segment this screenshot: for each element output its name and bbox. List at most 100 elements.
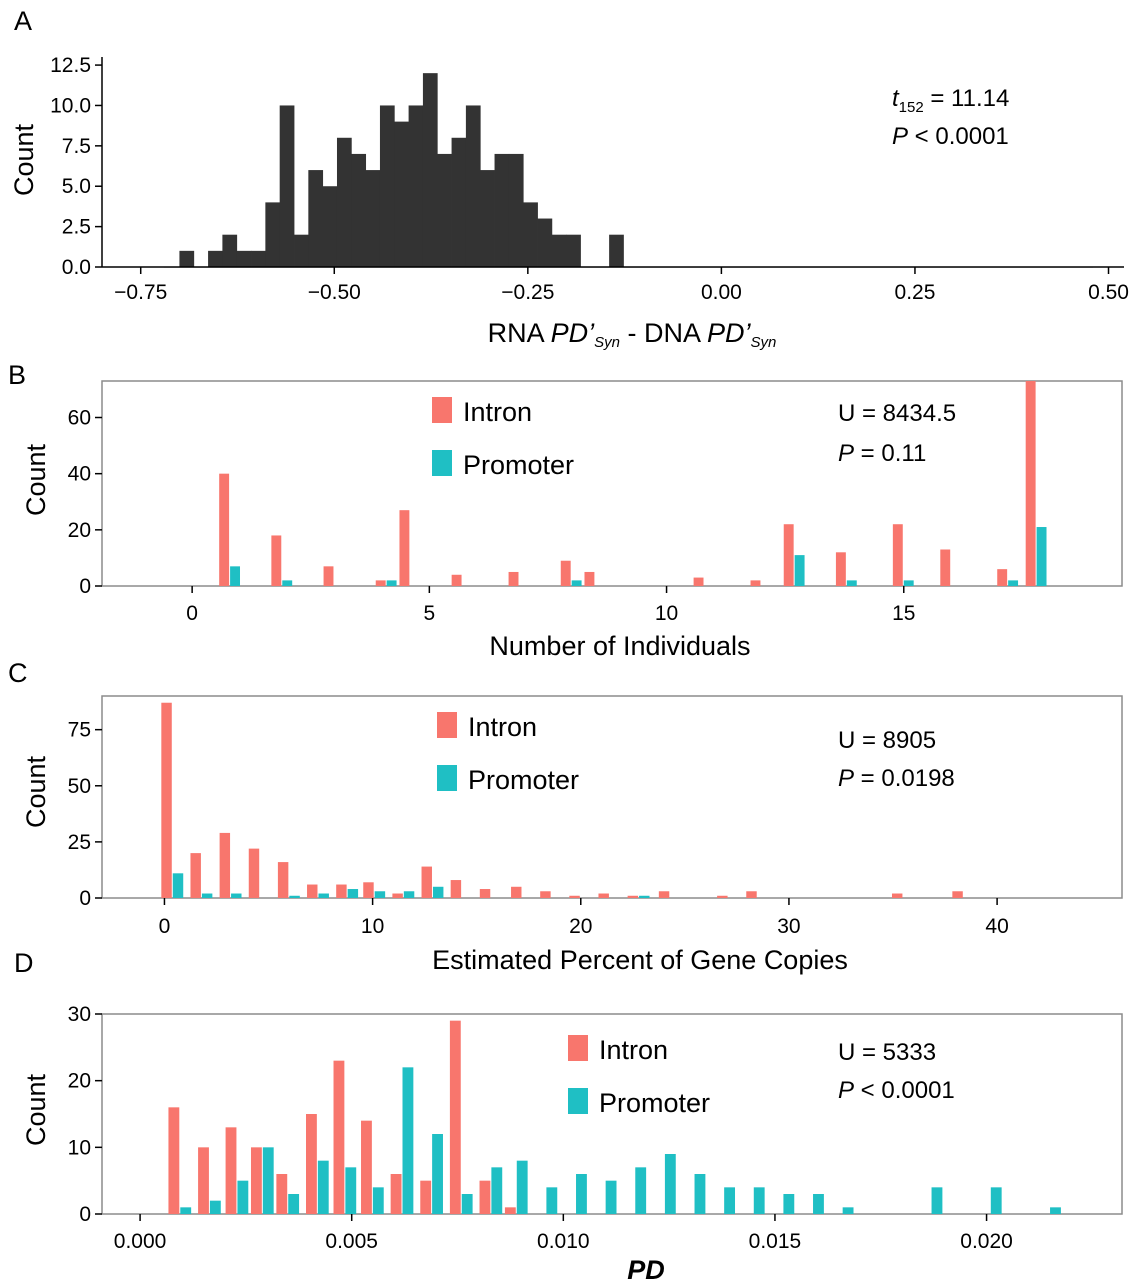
bar-intron — [511, 886, 522, 898]
bar-intron — [190, 853, 201, 898]
bar-intron — [540, 891, 551, 898]
bar-intron — [892, 524, 903, 586]
bar-promoter — [546, 1187, 558, 1214]
bar-promoter — [318, 893, 329, 898]
histogram-bar — [279, 105, 295, 267]
bar-promoter — [461, 1194, 473, 1214]
y-tick-label-d: 30 — [68, 1003, 91, 1026]
y-tick-label-d: 20 — [68, 1070, 91, 1093]
x-tick-label-d: 0.010 — [537, 1230, 590, 1253]
x-tick-label-c: 30 — [777, 915, 800, 938]
x-title-part: PD’ — [551, 318, 596, 348]
bar-promoter — [842, 1207, 854, 1214]
bar-promoter — [262, 1147, 274, 1214]
bar-promoter — [990, 1187, 1002, 1214]
bar-intron — [271, 535, 282, 586]
histogram-bar — [523, 202, 538, 267]
bar-intron — [276, 1174, 288, 1214]
legend-swatch-intron — [568, 1035, 588, 1061]
x-tick-label-a: 0.25 — [895, 281, 936, 304]
legend-label-intron: Intron — [468, 712, 537, 742]
bar-intron — [504, 1207, 516, 1214]
bar-promoter — [1036, 527, 1047, 586]
bar-promoter — [635, 1167, 647, 1214]
bar-promoter — [288, 1194, 300, 1214]
legend-label-intron: Intron — [463, 397, 532, 427]
bar-intron — [323, 566, 334, 586]
histogram-bar — [508, 153, 524, 267]
histogram-bar — [336, 137, 352, 267]
legend-label-promoter: Promoter — [599, 1088, 710, 1118]
bar-intron — [997, 569, 1008, 586]
y-tick-label-a: 5.0 — [62, 175, 91, 198]
histogram-bar — [308, 170, 324, 267]
x-tick-label-b: 0 — [186, 602, 198, 625]
histogram-bar — [537, 218, 553, 267]
bar-promoter — [402, 1067, 414, 1214]
p-value-c: P = 0.0198 — [838, 765, 955, 792]
bar-promoter — [753, 1187, 765, 1214]
bar-promoter — [347, 889, 359, 898]
panel-letter-d: D — [14, 948, 34, 978]
bar-promoter — [172, 873, 184, 898]
panel-letter-c: C — [8, 658, 28, 688]
y-tick-label-b: 40 — [68, 463, 91, 486]
y-tick-label-a: 0.0 — [62, 256, 91, 279]
bar-intron — [451, 574, 462, 586]
x-title-part: RNA — [488, 318, 551, 348]
bar-intron — [479, 889, 491, 898]
p-value-d: P < 0.0001 — [838, 1077, 955, 1104]
histogram-bar — [236, 250, 252, 267]
bar-promoter — [345, 1167, 357, 1214]
x-tick-label-d: 0.000 — [114, 1230, 167, 1253]
histogram-bar — [480, 170, 495, 267]
bar-promoter — [231, 893, 242, 898]
x-tick-label-c: 0 — [159, 915, 171, 938]
histogram-bar — [322, 186, 338, 267]
bar-intron — [306, 1114, 317, 1214]
bar-promoter — [209, 1200, 221, 1214]
x-title-part: Syn — [594, 334, 620, 351]
bar-intron — [225, 1127, 237, 1214]
bar-promoter — [432, 1134, 443, 1214]
y-tick-label-c: 25 — [68, 831, 91, 854]
bar-intron — [307, 884, 318, 898]
bar-intron — [399, 510, 410, 586]
bar-promoter — [783, 1194, 795, 1214]
y-tick-label-c: 75 — [68, 719, 91, 742]
histogram-bar — [422, 73, 438, 268]
plot-frame-c — [101, 695, 1123, 899]
legend-swatch-promoter — [568, 1088, 588, 1114]
y-tick-label-d: 10 — [68, 1136, 91, 1159]
bar-promoter — [639, 895, 650, 898]
bar-intron — [161, 702, 172, 898]
bar-intron — [627, 895, 639, 898]
bar-intron — [219, 473, 230, 586]
bar-intron — [449, 1020, 461, 1214]
bar-promoter — [289, 895, 300, 898]
x-tick-label-b: 10 — [655, 602, 678, 625]
bar-intron — [333, 1060, 345, 1214]
bar-intron — [835, 552, 846, 586]
bar-intron — [717, 895, 728, 898]
legend-swatch-intron — [437, 712, 457, 738]
x-axis-title-b: Number of Individuals — [489, 631, 750, 661]
x-title-part: Syn — [751, 334, 777, 351]
bar-promoter — [813, 1194, 824, 1214]
y-tick-label-c: 50 — [68, 775, 91, 798]
histogram-bar — [179, 250, 195, 267]
histogram-bar — [609, 234, 624, 267]
y-tick-label-c: 0 — [79, 887, 91, 910]
bar-promoter — [282, 580, 293, 586]
histogram-bar — [566, 234, 581, 267]
bar-promoter — [372, 1187, 384, 1214]
histogram-bar — [408, 105, 424, 267]
bar-intron — [584, 571, 595, 586]
histogram-bar — [265, 202, 281, 267]
p-value-b: P = 0.11 — [838, 440, 926, 467]
y-axis-title-d: Count — [21, 1073, 51, 1146]
bar-promoter — [403, 891, 415, 898]
u-statistic-b: U = 8434.5 — [838, 400, 956, 427]
bar-promoter — [664, 1154, 676, 1214]
